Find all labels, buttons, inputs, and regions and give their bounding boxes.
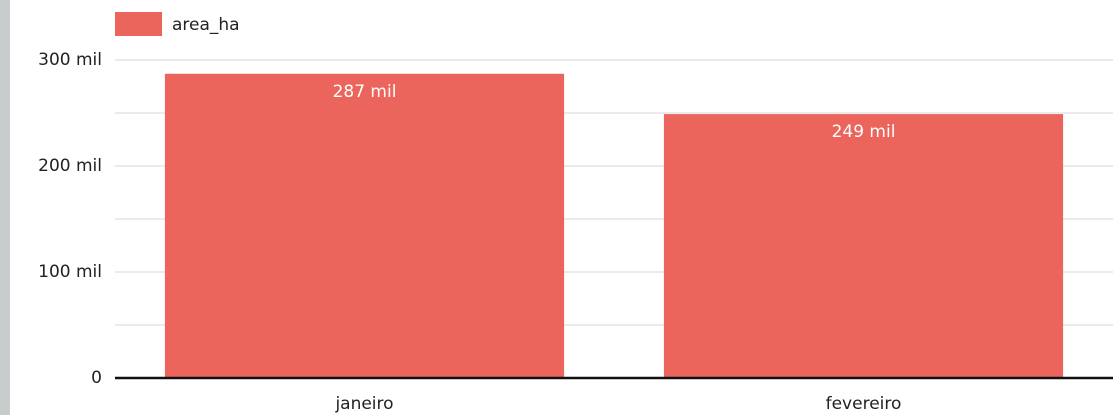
side-strip [0, 0, 10, 415]
value-label: 287 mil [333, 82, 397, 102]
y-tick-label: 100 mil [38, 262, 102, 282]
x-tick-label: fevereiro [826, 394, 902, 414]
y-tick-label: 0 [91, 368, 102, 388]
value-label: 249 mil [832, 122, 896, 142]
bar [663, 114, 1064, 378]
bar [164, 73, 565, 378]
y-tick-label: 200 mil [38, 156, 102, 176]
y-tick-label: 300 mil [38, 50, 102, 70]
x-tick-label: janeiro [334, 394, 393, 414]
legend-label: area_ha [172, 15, 240, 35]
legend-swatch [115, 12, 162, 36]
